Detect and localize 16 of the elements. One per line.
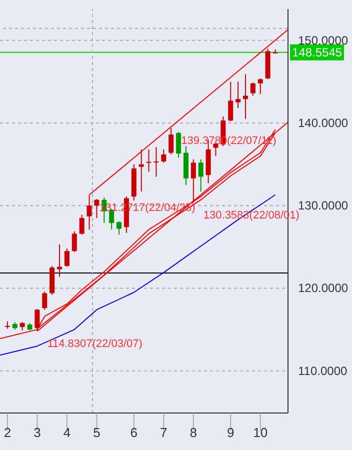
x-tick-label: 7 — [160, 425, 168, 440]
x-tick-label: 2 — [4, 425, 12, 440]
ref-line-label: 148.5545 — [292, 45, 342, 60]
y-tick-label: 150.0000 — [298, 33, 348, 48]
x-tick-label: 9 — [226, 425, 234, 440]
x-tick-label: 4 — [63, 425, 71, 440]
y-tick-label: 140.0000 — [298, 116, 348, 130]
y-tick-label: 110.0000 — [298, 364, 348, 378]
x-tick-label: 3 — [34, 425, 41, 440]
annotation: 114.8307(22/03/07) — [47, 338, 142, 350]
x-tick-label: 10 — [253, 425, 268, 440]
x-tick-label: 8 — [190, 425, 198, 440]
y-tick-label: 120.0000 — [298, 281, 348, 296]
y-tick-label: 130.0000 — [298, 198, 348, 213]
x-tick-label: 6 — [130, 425, 138, 440]
x-tick-label: 5 — [93, 425, 100, 440]
